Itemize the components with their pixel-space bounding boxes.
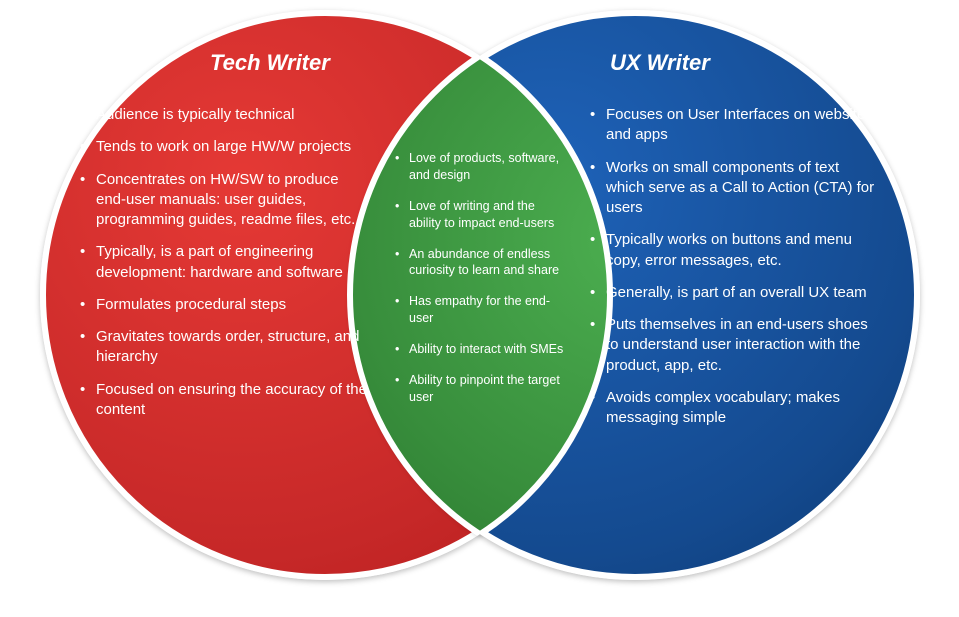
- left-item: Tends to work on large HW/W projects: [80, 137, 370, 157]
- overlap-item: Ability to pinpoint the target user: [395, 372, 565, 406]
- overlap-items: Love of products, software, and design Lo…: [395, 150, 565, 420]
- left-item: Typically, is a part of engineering deve…: [80, 242, 370, 283]
- right-item: Avoids complex vocabulary; makes messagi…: [590, 388, 880, 429]
- overlap-item: Love of writing and the ability to impac…: [395, 198, 565, 232]
- right-items: Focuses on User Interfaces on websites a…: [590, 105, 880, 440]
- left-title: Tech Writer: [210, 50, 330, 76]
- overlap-item: Ability to interact with SMEs: [395, 341, 565, 358]
- left-item: Gravitates towards order, structure, and…: [80, 327, 370, 368]
- left-item: Focused on ensuring the accuracy of the …: [80, 380, 370, 421]
- venn-diagram: Tech Writer UX Writer Audience is typica…: [0, 0, 959, 617]
- left-items: Audience is typically technical Tends to …: [80, 105, 370, 432]
- overlap-item: An abundance of endless curiosity to lea…: [395, 246, 565, 280]
- left-item: Audience is typically technical: [80, 105, 370, 125]
- right-title: UX Writer: [610, 50, 710, 76]
- left-item: Concentrates on HW/SW to produce end-use…: [80, 170, 370, 231]
- right-item: Typically works on buttons and menu copy…: [590, 230, 880, 271]
- overlap-item: Has empathy for the end-user: [395, 293, 565, 327]
- right-item: Generally, is part of an overall UX team: [590, 283, 880, 303]
- right-item: Focuses on User Interfaces on websites a…: [590, 105, 880, 146]
- right-item: Works on small components of text which …: [590, 158, 880, 219]
- right-item: Puts themselves in an end-users shoes to…: [590, 315, 880, 376]
- overlap-item: Love of products, software, and design: [395, 150, 565, 184]
- left-item: Formulates procedural steps: [80, 295, 370, 315]
